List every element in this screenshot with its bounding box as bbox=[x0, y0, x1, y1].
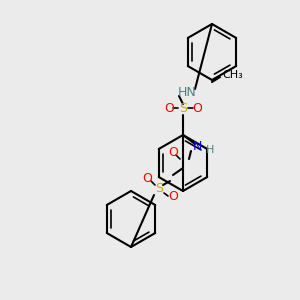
Text: HN: HN bbox=[178, 85, 196, 98]
Text: O: O bbox=[192, 101, 202, 115]
Text: O: O bbox=[168, 190, 178, 203]
Text: O: O bbox=[164, 101, 174, 115]
Text: H: H bbox=[206, 145, 214, 155]
Text: N: N bbox=[192, 140, 202, 154]
Text: S: S bbox=[155, 182, 163, 196]
Text: CH₃: CH₃ bbox=[222, 70, 243, 80]
Text: O: O bbox=[142, 172, 152, 185]
Text: O: O bbox=[168, 146, 178, 160]
Text: S: S bbox=[179, 101, 187, 115]
